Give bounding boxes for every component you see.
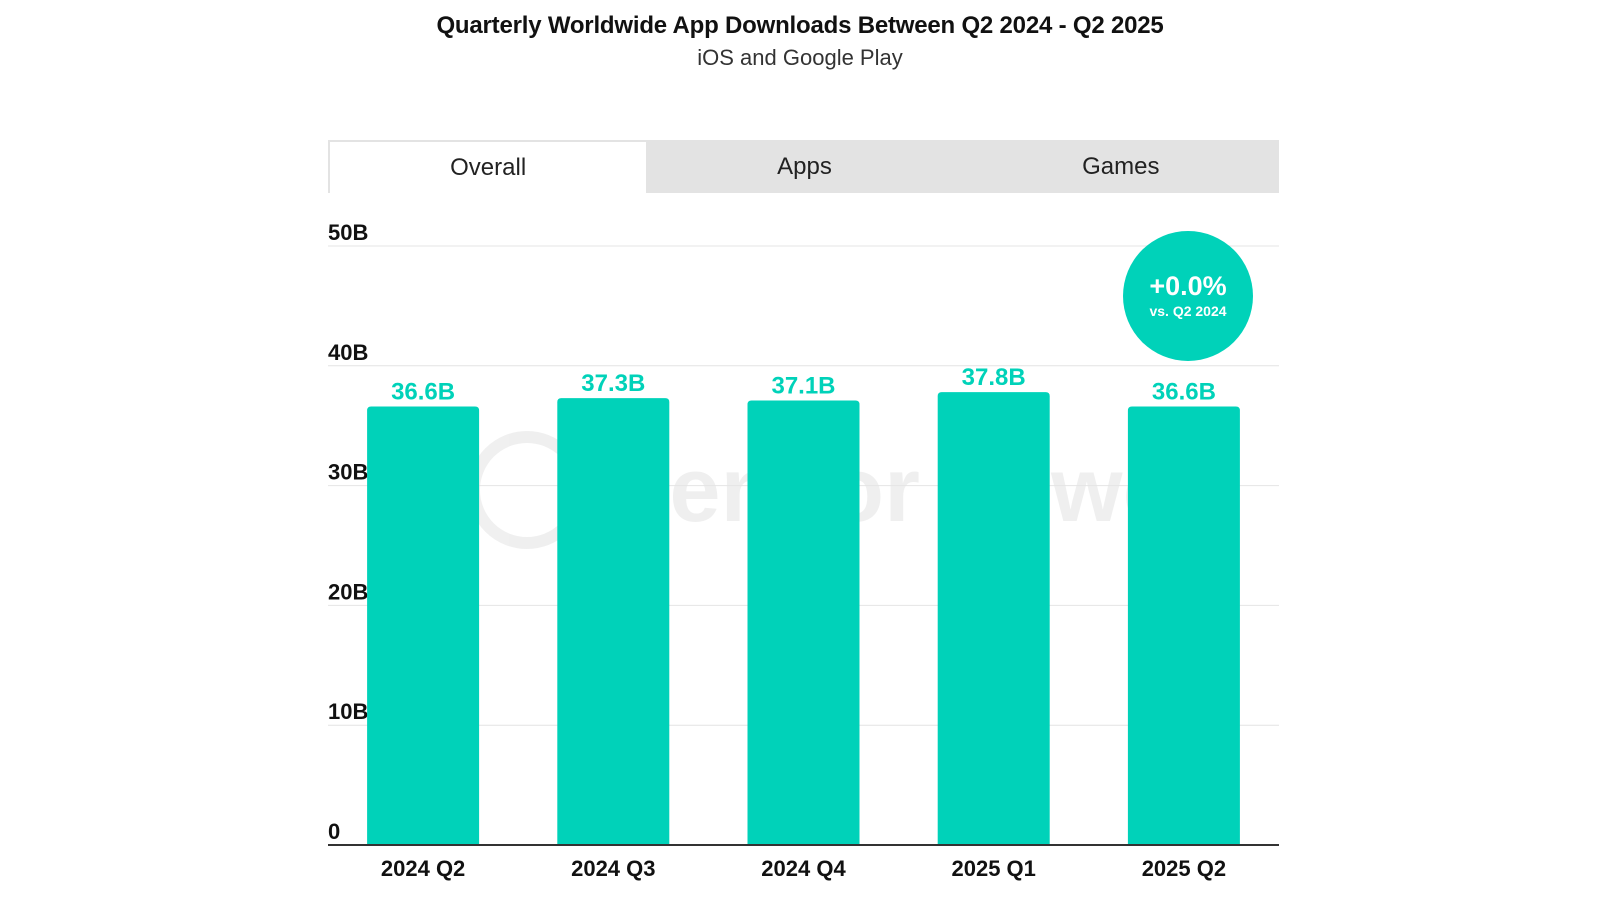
change-percent: +0.0% <box>1149 271 1227 302</box>
bar-value-label: 37.3B <box>581 370 645 397</box>
y-tick-label: 20B <box>328 579 368 604</box>
bar <box>1127 406 1240 845</box>
y-tick-label: 30B <box>328 460 368 485</box>
tab-games[interactable]: Games <box>1082 152 1160 180</box>
x-tick-label: 2025 Q2 <box>1142 856 1226 881</box>
x-tick-label: 2024 Q2 <box>381 856 465 881</box>
bar-value-label: 36.6B <box>1152 379 1216 406</box>
tab-overall[interactable]: Overall <box>328 140 647 193</box>
bar <box>937 392 1050 845</box>
tab-apps[interactable]: Apps <box>777 152 832 180</box>
x-tick-label: 2025 Q1 <box>951 856 1035 881</box>
bar <box>747 400 860 845</box>
y-tick-label: 0 <box>328 819 340 844</box>
bar <box>367 406 480 845</box>
chart-subtitle: iOS and Google Play <box>697 45 903 70</box>
change-reference: vs. Q2 2024 <box>1149 302 1227 319</box>
bar <box>557 398 670 845</box>
y-tick-label: 10B <box>328 699 368 724</box>
x-tick-label: 2024 Q3 <box>571 856 655 881</box>
chart-title: Quarterly Worldwide App Downloads Betwee… <box>436 12 1164 39</box>
change-badge: +0.0% vs. Q2 2024 <box>1123 231 1253 361</box>
bar-value-label: 37.1B <box>771 373 835 400</box>
y-tick-label: 40B <box>328 340 368 365</box>
bar-value-label: 36.6B <box>391 379 455 406</box>
y-tick-label: 50B <box>328 220 368 245</box>
bar-value-label: 37.8B <box>962 364 1026 391</box>
x-tick-label: 2024 Q4 <box>761 856 846 881</box>
category-tabs: Overall Apps Games <box>328 140 1279 193</box>
